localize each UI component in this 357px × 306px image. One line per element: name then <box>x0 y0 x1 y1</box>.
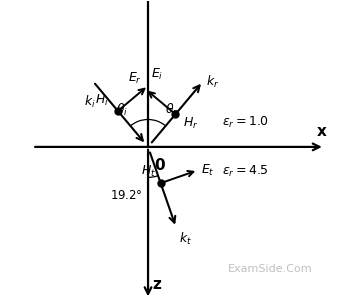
Text: $H_t$: $H_t$ <box>141 163 156 179</box>
Text: x: x <box>316 124 326 139</box>
Text: $\varepsilon_r = 1.0$: $\varepsilon_r = 1.0$ <box>222 115 269 130</box>
Text: 0: 0 <box>154 158 165 173</box>
Text: $\theta_i$: $\theta_i$ <box>116 102 129 118</box>
Text: $E_i$: $E_i$ <box>151 67 164 83</box>
Text: $19.2°$: $19.2°$ <box>110 189 142 202</box>
Text: $k_t$: $k_t$ <box>179 230 192 247</box>
Text: $\theta_r$: $\theta_r$ <box>165 102 178 118</box>
Text: $E_t$: $E_t$ <box>201 162 215 178</box>
Text: $H_r$: $H_r$ <box>183 116 198 131</box>
Text: ExamSide.Com: ExamSide.Com <box>227 264 312 274</box>
Text: $k_i$: $k_i$ <box>84 94 96 110</box>
Text: z: z <box>152 277 161 292</box>
Text: $\varepsilon_r = 4.5$: $\varepsilon_r = 4.5$ <box>222 164 269 179</box>
Text: $E_r$: $E_r$ <box>128 71 142 86</box>
Text: $H_i$: $H_i$ <box>95 93 109 108</box>
Text: $k_r$: $k_r$ <box>206 73 219 90</box>
